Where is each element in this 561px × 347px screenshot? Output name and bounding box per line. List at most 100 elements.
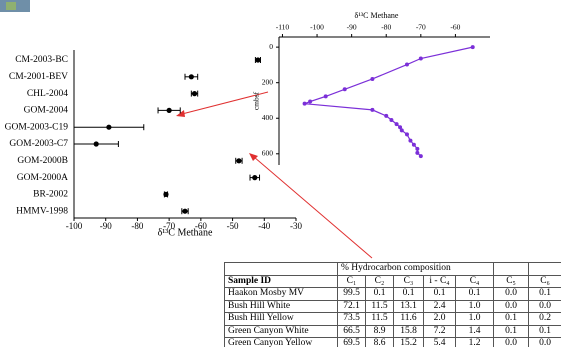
table-cell bbox=[224, 262, 338, 276]
point bbox=[415, 146, 420, 151]
table-cell: % Hydrocarbon composition bbox=[336, 262, 495, 276]
logo-image-detail bbox=[6, 2, 16, 10]
line bbox=[304, 46, 473, 157]
dot bbox=[163, 191, 169, 197]
table-cell: 0.1 bbox=[454, 287, 495, 301]
y-tick-label: GOM-2004 bbox=[24, 106, 69, 116]
x-tick-label: -70 bbox=[163, 221, 175, 231]
point bbox=[370, 76, 375, 81]
table-cell: 0.2 bbox=[528, 312, 561, 326]
table-cell bbox=[528, 262, 561, 276]
table-row: Bush Hill Yellow 73.5 11.5 11.6 2.0 1.0 0.1 0.2 bbox=[224, 312, 561, 326]
x-tick-label: -40 bbox=[258, 221, 270, 231]
table-cell: 2.0 bbox=[423, 312, 456, 326]
table-cell bbox=[493, 262, 530, 276]
dot bbox=[182, 208, 188, 214]
dot bbox=[188, 74, 194, 80]
arrow bbox=[253, 156, 373, 259]
point bbox=[404, 62, 409, 67]
table-cell: 0.1 bbox=[423, 287, 456, 301]
y-tick-label: BR-2002 bbox=[33, 190, 68, 200]
y-axis-label: cmbsf bbox=[252, 91, 261, 110]
y-tick-label: CM-2001-BEV bbox=[9, 72, 68, 82]
table-cell: i - C₄ bbox=[423, 274, 456, 288]
table-cell: C₅ bbox=[493, 274, 530, 288]
table-cell: 0.1 bbox=[528, 324, 561, 338]
point bbox=[398, 125, 403, 130]
y-tick-label: GOM-2000A bbox=[17, 173, 68, 183]
dot bbox=[93, 141, 99, 147]
table-cell: 11.5 bbox=[365, 312, 394, 326]
y-tick-label: GOM-2003-C7 bbox=[9, 139, 68, 149]
table-cell: Bush Hill White bbox=[224, 299, 338, 313]
point bbox=[389, 118, 394, 123]
point bbox=[342, 87, 347, 92]
table-cell: 11.5 bbox=[365, 299, 394, 313]
table-cell: 5.4 bbox=[423, 337, 456, 347]
table-cell: Green Canyon White bbox=[224, 324, 338, 338]
table-cell: C₄ bbox=[454, 274, 495, 288]
table-cell: 0.1 bbox=[493, 312, 530, 326]
point bbox=[470, 45, 475, 50]
table-cell: 0.0 bbox=[528, 337, 561, 347]
table-cell: C₁ bbox=[337, 274, 366, 288]
table-cell: 72.1 bbox=[337, 299, 366, 313]
table-cell: 1.0 bbox=[454, 299, 495, 313]
y-tick-label: HMMV-1998 bbox=[16, 206, 68, 216]
table-cell: 0.0 bbox=[493, 299, 530, 313]
y-tick-label: 600 bbox=[262, 149, 274, 158]
point bbox=[370, 107, 375, 112]
y-tick-label: GOM-2000B bbox=[17, 156, 68, 166]
table-cell: 0.0 bbox=[493, 337, 530, 347]
dot bbox=[236, 158, 242, 164]
point bbox=[418, 56, 423, 61]
point bbox=[399, 128, 404, 133]
point bbox=[394, 122, 399, 127]
point bbox=[302, 101, 307, 106]
table-cell: 11.6 bbox=[393, 312, 424, 326]
table-row: Green Canyon Yellow 69.5 8.6 15.2 5.4 1.2 0.0 0… bbox=[224, 337, 561, 347]
table-row: Haakon Mosby MV 99.5 0.1 0.1 0.1 0.1 0.0 0.1 bbox=[224, 287, 561, 301]
point bbox=[418, 154, 423, 159]
table-cell: 0.1 bbox=[493, 324, 530, 338]
table-header-row: Sample ID C₁ C₂ C₃ i - C₄ C₄ C₅ C₆ bbox=[224, 274, 561, 288]
table-cell: 73.5 bbox=[337, 312, 366, 326]
x-tick-label: -80 bbox=[381, 23, 391, 32]
table-cell: Sample ID bbox=[224, 274, 338, 288]
table-cell: 2.4 bbox=[423, 299, 456, 313]
table-cell: 69.5 bbox=[337, 337, 366, 347]
x-tick-label: -60 bbox=[450, 23, 460, 32]
table-cell: 1.4 bbox=[454, 324, 495, 338]
table-container: % Hydrocarbon composition Sample ID C₁ C₂ C₃… bbox=[224, 262, 561, 347]
y-tick-label: 0 bbox=[269, 42, 273, 51]
y-tick-label: CHL-2004 bbox=[27, 89, 68, 99]
table-cell: Green Canyon Yellow bbox=[224, 337, 338, 347]
x-tick-label: -100 bbox=[310, 23, 324, 32]
arrows bbox=[176, 91, 373, 259]
table-cell: 1.2 bbox=[454, 337, 495, 347]
chart-title: δ¹³C Methane bbox=[355, 11, 399, 20]
point bbox=[411, 142, 416, 147]
table-cell: 8.6 bbox=[365, 337, 394, 347]
table-cell: C₆ bbox=[528, 274, 561, 288]
table-cell: C₃ bbox=[393, 274, 424, 288]
x-tick-label: -60 bbox=[195, 221, 207, 231]
table-cell: 0.1 bbox=[365, 287, 394, 301]
point bbox=[384, 113, 389, 118]
point bbox=[404, 132, 409, 137]
table-cell: 15.8 bbox=[393, 324, 424, 338]
x-tick-label: -90 bbox=[100, 221, 112, 231]
table-cell: Haakon Mosby MV bbox=[224, 287, 338, 301]
table-header-row: % Hydrocarbon composition bbox=[224, 262, 561, 276]
dot bbox=[252, 175, 258, 181]
dot bbox=[166, 107, 172, 113]
table-row: Green Canyon White 66.5 8.9 15.8 7.2 1.4 0.1 0.… bbox=[224, 324, 561, 338]
arrow bbox=[181, 91, 269, 115]
arrowhead bbox=[176, 110, 185, 117]
x-tick-label: -30 bbox=[290, 221, 302, 231]
dot bbox=[106, 124, 112, 130]
x-tick-label: -70 bbox=[416, 23, 426, 32]
point bbox=[415, 150, 420, 155]
table-row: Bush Hill White 72.1 11.5 13.1 2.4 1.0 0.0 0.0 bbox=[224, 299, 561, 313]
